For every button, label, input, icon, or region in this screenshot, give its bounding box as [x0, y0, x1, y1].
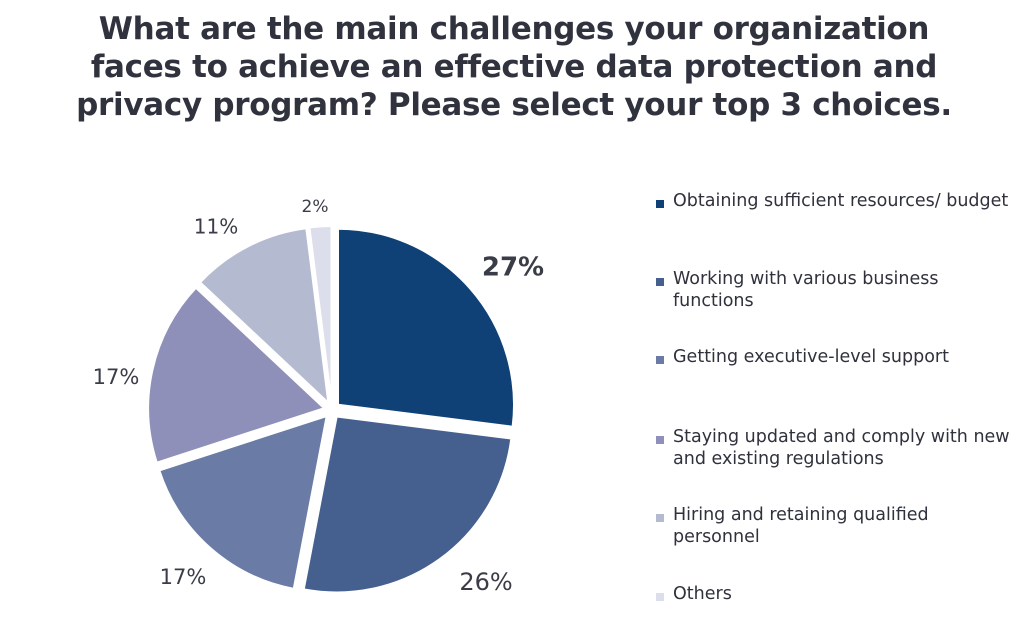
pie-slice-4: [147, 286, 327, 464]
legend-item: Staying updated and comply with new and …: [656, 426, 1016, 470]
legend-label: Staying updated and comply with new and …: [673, 427, 1010, 469]
legend-swatch: [656, 356, 664, 364]
pie-slice-5: [198, 227, 330, 406]
legend-swatch: [656, 278, 664, 286]
slice-label-2: 26%: [459, 568, 512, 596]
pie-slice-3: [158, 414, 329, 591]
pie-slice-6: [308, 225, 333, 403]
pie-slice-2: [302, 415, 513, 594]
legend-swatch: [656, 200, 664, 208]
legend-swatch: [656, 593, 664, 601]
legend-swatch: [656, 514, 664, 522]
legend-label: Hiring and retaining qualified personnel: [673, 505, 929, 547]
legend-item: Getting executive-level support: [656, 346, 1016, 368]
legend-item: Working with various business functions: [656, 268, 1016, 312]
slice-label-1: 27%: [482, 253, 544, 283]
pie-slice-1: [337, 227, 515, 428]
slice-label-6: 2%: [302, 197, 329, 217]
legend-label: Getting executive-level support: [673, 347, 949, 367]
slice-label-5: 11%: [194, 215, 238, 239]
slice-label-3: 17%: [160, 565, 207, 589]
legend-item: Hiring and retaining qualified personnel: [656, 504, 1016, 548]
legend-label: Others: [673, 584, 732, 604]
chart-title: What are the main challenges your organi…: [76, 11, 952, 123]
slice-label-4: 17%: [93, 365, 140, 389]
legend-item: Obtaining sufficient resources/ budget: [656, 190, 1016, 212]
legend-label: Working with various business functions: [673, 269, 939, 311]
legend-item: Others: [656, 583, 1016, 605]
legend-swatch: [656, 436, 664, 444]
legend-label: Obtaining sufficient resources/ budget: [673, 191, 1009, 211]
